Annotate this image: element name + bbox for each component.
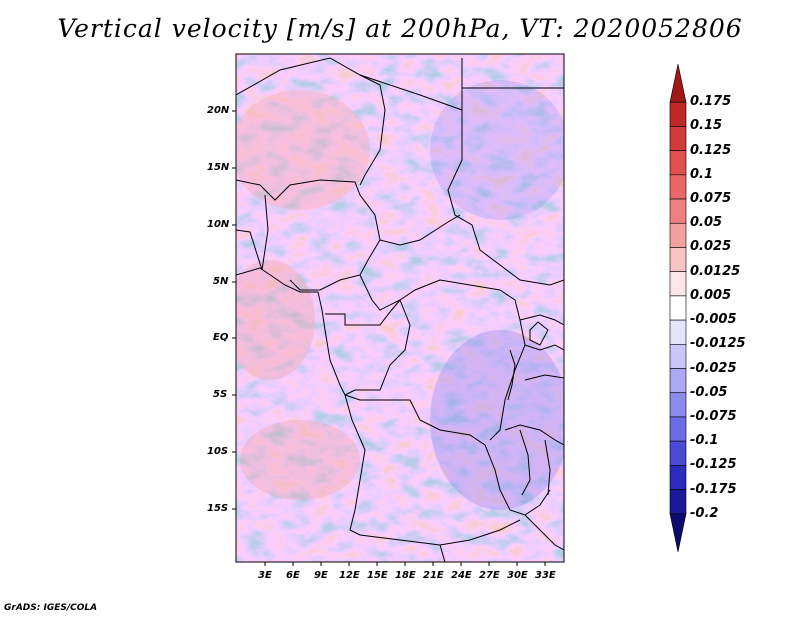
colorbar-label: 0.05 — [690, 215, 723, 231]
colorbar-label: -0.175 — [690, 481, 737, 497]
colorbar-label: 0.075 — [690, 191, 732, 207]
colorbar-segment — [669, 126, 687, 151]
lon-label-12e: 12E — [339, 570, 360, 581]
lon-label-21e: 21E — [423, 570, 444, 581]
colorbar-segment — [669, 63, 687, 103]
lon-label-18e: 18E — [395, 570, 416, 581]
lat-label-5s: 5S — [213, 389, 228, 400]
colorbar-label: -0.025 — [690, 360, 737, 376]
lon-label-15e: 15E — [367, 570, 388, 581]
country-borders — [236, 57, 564, 562]
colorbar — [669, 63, 687, 553]
colorbar-label: -0.2 — [690, 505, 719, 521]
lat-label-20n: 20N — [207, 105, 230, 116]
map-title: Vertical velocity [m/s] at 200hPa, VT: 2… — [57, 14, 743, 43]
colorbar-segment — [669, 247, 687, 272]
colorbar-segment — [669, 319, 687, 345]
lat-label-eq: EQ — [213, 332, 229, 343]
lat-label-15n: 15N — [207, 162, 230, 173]
colorbar-segment — [669, 465, 687, 490]
lat-label-5n: 5N — [213, 276, 229, 287]
colorbar-segment — [669, 150, 687, 176]
colorbar-segment — [669, 440, 687, 466]
colorbar-label: 0.15 — [690, 118, 723, 134]
colorbar-label: -0.125 — [690, 457, 737, 473]
lat-label-15s: 15S — [207, 503, 229, 514]
colorbar-label: 0.005 — [690, 287, 732, 303]
lon-label-6e: 6E — [286, 570, 300, 581]
colorbar-segment — [669, 174, 687, 200]
lon-label-27e: 27E — [479, 570, 500, 581]
lon-label-24e: 24E — [451, 570, 472, 581]
colorbar-label: 0.1 — [690, 166, 714, 182]
lon-label-33e: 33E — [535, 570, 556, 581]
longitude-ticks — [264, 562, 546, 566]
colorbar-segment — [669, 271, 687, 297]
lon-label-3e: 3E — [258, 570, 272, 581]
colorbar-label: -0.005 — [690, 312, 737, 328]
colorbar-label: 0.0125 — [690, 263, 741, 279]
vertical-velocity-field — [236, 54, 564, 562]
colorbar-segment — [669, 489, 687, 515]
grads-credit: GrADS: IGES/COLA — [4, 603, 98, 613]
colorbar-segment — [669, 368, 687, 394]
colorbar-segment — [669, 416, 687, 442]
colorbar-segment — [669, 222, 687, 248]
colorbar-segment — [669, 101, 687, 127]
colorbar-segment — [669, 392, 687, 418]
colorbar-label: -0.0125 — [690, 336, 746, 352]
colorbar-label: 0.175 — [690, 94, 732, 110]
lon-label-30e: 30E — [507, 570, 528, 581]
colorbar-label: -0.075 — [690, 408, 737, 424]
colorbar-segment — [669, 513, 687, 553]
colorbar-segment — [669, 295, 687, 321]
map-frame — [235, 53, 565, 563]
colorbar-label: -0.1 — [690, 433, 719, 449]
lat-label-10n: 10N — [207, 219, 230, 230]
colorbar-label: 0.125 — [690, 142, 732, 158]
colorbar-label: -0.05 — [690, 384, 728, 400]
latitude-ticks — [232, 110, 236, 510]
lat-label-10s: 10S — [207, 446, 229, 457]
colorbar-segment — [669, 198, 687, 224]
lon-label-9e: 9E — [314, 570, 328, 581]
colorbar-label: 0.025 — [690, 239, 732, 255]
colorbar-segment — [669, 344, 687, 369]
